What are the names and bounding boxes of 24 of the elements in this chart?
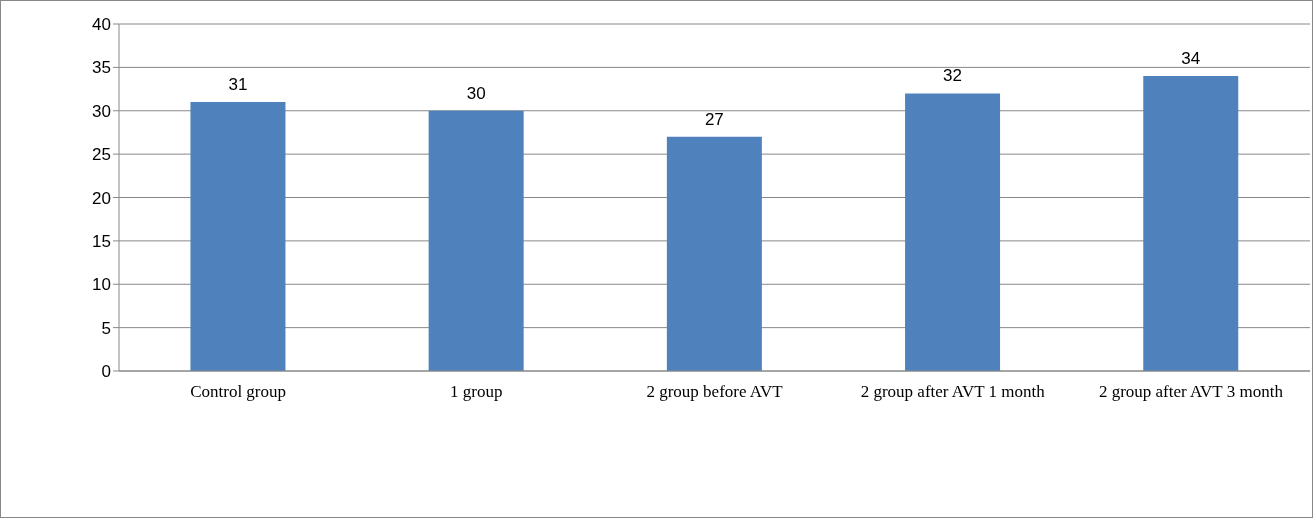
bar [905, 93, 1001, 371]
data-label: 30 [466, 83, 486, 103]
x-tick-label: 2 group after AVT 3 month [1098, 382, 1284, 402]
data-label: 27 [704, 109, 724, 129]
y-tick-label: 40 [92, 15, 111, 35]
data-label: 32 [943, 66, 963, 86]
y-tick-label: 5 [101, 318, 111, 338]
y-tick-label: 35 [92, 58, 111, 78]
bar [428, 110, 524, 371]
bar [1143, 76, 1239, 371]
x-tick-label: 1 group [450, 382, 503, 402]
x-tick-label: 2 group after AVT 1 month [860, 382, 1046, 402]
data-label: 31 [228, 75, 248, 95]
data-label: 34 [1181, 49, 1201, 69]
y-tick-label: 15 [92, 231, 111, 251]
y-tick-label: 0 [101, 362, 111, 382]
bar [666, 136, 762, 371]
y-tick-label: 25 [92, 145, 111, 165]
y-tick-label: 20 [92, 188, 111, 208]
x-tick-label: Control group [190, 382, 287, 402]
bar [190, 102, 286, 371]
y-tick-label: 10 [92, 275, 111, 295]
y-tick-label: 30 [92, 101, 111, 121]
x-tick-label: 2 group before AVT [646, 382, 784, 402]
